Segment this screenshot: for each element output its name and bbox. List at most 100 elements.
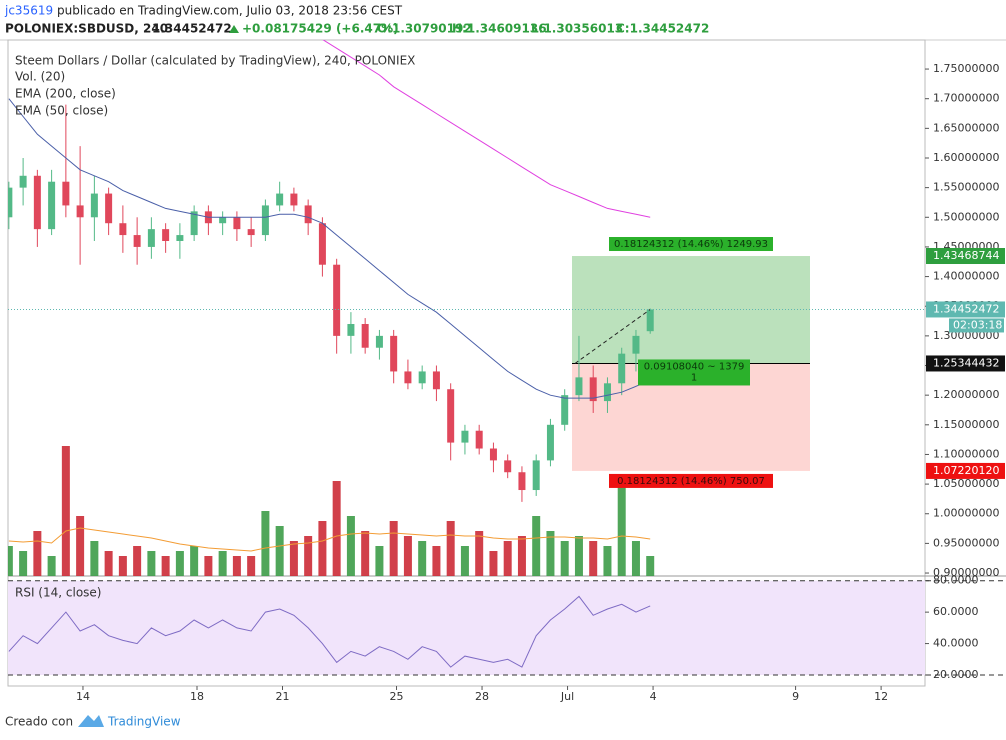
volume-bar: [147, 551, 156, 576]
candle-body: [290, 193, 298, 206]
y-tick-label: 1.60000000: [933, 151, 999, 164]
footer-text: Creado con: [5, 715, 73, 729]
x-tick-label: 9: [792, 690, 799, 703]
ema-line: [8, 98, 651, 399]
candle-body: [532, 460, 540, 491]
chart-title: Steem Dollars / Dollar (calculated by Tr…: [15, 54, 415, 68]
pane-border: [7, 39, 926, 687]
volume-bar: [204, 556, 213, 576]
volume-bar: [574, 536, 583, 576]
price-tag-label: 1.25344432: [933, 356, 999, 369]
price-pane: [8, 40, 810, 576]
last-price: 1.34452472: [152, 22, 232, 36]
entry-label: 0.09108040 ~ 1379: [644, 361, 745, 372]
candle-body: [418, 371, 426, 384]
x-tick-label: 21: [276, 690, 290, 703]
y-tick-label: 0.95000000: [933, 536, 999, 549]
y-tick-label: 1.50000000: [933, 210, 999, 223]
price-tag-label: 1.43468744: [933, 249, 999, 262]
volume-bar: [161, 556, 170, 576]
candle-body: [48, 181, 56, 230]
author[interactable]: jc35619: [4, 4, 53, 18]
price-tag-label: 1.34452472: [933, 302, 999, 315]
candle-body: [518, 472, 526, 491]
candle-body: [133, 235, 141, 247]
volume-bar: [218, 551, 227, 576]
candle-body: [603, 383, 611, 402]
close: C:1.34452472: [616, 22, 709, 36]
volume-bar: [33, 531, 42, 576]
x-tick-label: 25: [390, 690, 404, 703]
y-tick-label: 1.05000000: [933, 477, 999, 490]
trade-line: [574, 309, 651, 364]
candle-body: [333, 264, 341, 336]
price-tag-label: 1.07220120: [933, 464, 999, 477]
candle-body: [575, 377, 583, 396]
legend-ema50: EMA (50, close): [15, 104, 108, 118]
y-tick-label: 1.70000000: [933, 92, 999, 105]
candle-body: [90, 193, 98, 218]
candle-body: [105, 193, 113, 224]
profit-zone: [572, 256, 810, 364]
candle-body: [546, 424, 554, 461]
candle-body: [475, 430, 483, 449]
volume-bar: [489, 551, 498, 576]
candle-body: [8, 187, 13, 218]
volume-bar: [389, 521, 398, 576]
stop-label-box: [609, 473, 773, 488]
price-tag: [926, 301, 1005, 318]
volume-bar: [460, 546, 469, 576]
volume-bar: [133, 546, 142, 576]
candle-body: [589, 377, 597, 402]
volume-bar: [261, 511, 270, 576]
candle-body: [261, 205, 269, 236]
volume-bar: [8, 546, 13, 576]
candle-body: [119, 223, 127, 236]
volume-bar: [546, 531, 555, 576]
volume-bar: [532, 516, 541, 576]
y-tick-label: 0.90000000: [933, 566, 999, 579]
ema-line: [322, 40, 651, 218]
volume-ma: [8, 527, 651, 552]
low: L:1.30356013: [531, 22, 623, 36]
x-tick-label: 4: [650, 690, 657, 703]
symbol: POLONIEX:SBDUSD, 240: [5, 22, 168, 36]
candle-body: [375, 335, 383, 348]
volume-bar: [589, 541, 598, 576]
volume-bar: [375, 546, 384, 576]
candle-body: [646, 309, 654, 332]
entry-qty: 1: [691, 372, 697, 383]
price-tag: [926, 462, 1005, 479]
volume-bar: [318, 521, 327, 576]
x-tick-label: 18: [190, 690, 204, 703]
logo: [78, 715, 104, 727]
candle-body: [62, 181, 70, 206]
volume-bar: [560, 541, 569, 576]
price-tag: [926, 355, 1005, 372]
volume-bar: [332, 481, 341, 576]
price-tag: [926, 248, 1005, 265]
entry-label-box: [638, 359, 750, 386]
rsi-band: [8, 580, 925, 675]
y-tick-label: 1.75000000: [933, 62, 999, 75]
x-tick-label: 14: [76, 690, 90, 703]
high: H:1.34609136: [452, 22, 547, 36]
target-label-box: [609, 237, 773, 252]
volume-bar: [631, 541, 640, 576]
brand[interactable]: TradingView: [107, 715, 181, 729]
candle-body: [361, 324, 369, 348]
rsi-tick-label: 60.0000: [933, 605, 979, 618]
open: O:1.30790192: [377, 22, 472, 36]
candle-body: [404, 371, 412, 384]
volume-bar: [475, 531, 484, 576]
volume-bar: [289, 541, 298, 576]
countdown: 02:03:18: [953, 318, 1002, 331]
published-line: publicado en TradingView.com, Julio 03, …: [57, 4, 403, 18]
y-tick-label: 1.00000000: [933, 507, 999, 520]
legend-ema200: EMA (200, close): [15, 87, 116, 101]
target-label: 0.18124312 (14.46%) 1249.93: [614, 239, 768, 250]
y-tick-label: 1.40000000: [933, 270, 999, 283]
change: +0.08175429 (+6.47%): [242, 22, 399, 36]
candle-body: [561, 395, 569, 425]
candle-body: [432, 371, 440, 390]
